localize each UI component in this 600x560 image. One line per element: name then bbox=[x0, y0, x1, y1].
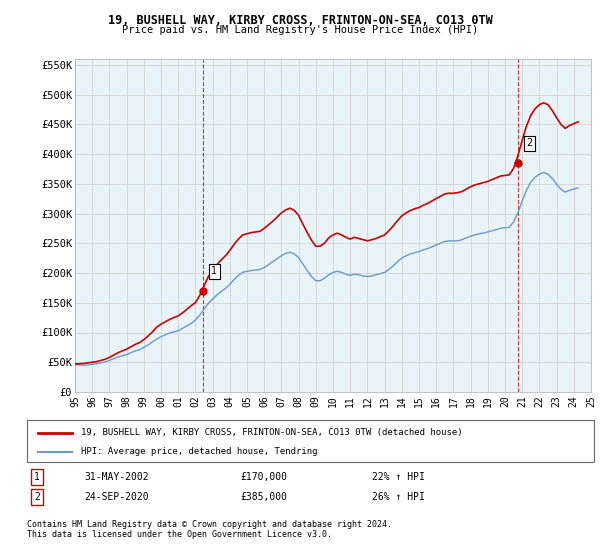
Text: 1: 1 bbox=[211, 266, 217, 276]
FancyBboxPatch shape bbox=[27, 420, 594, 462]
Text: 19, BUSHELL WAY, KIRBY CROSS, FRINTON-ON-SEA, CO13 0TW: 19, BUSHELL WAY, KIRBY CROSS, FRINTON-ON… bbox=[107, 14, 493, 27]
Text: This data is licensed under the Open Government Licence v3.0.: This data is licensed under the Open Gov… bbox=[27, 530, 332, 539]
Text: HPI: Average price, detached house, Tendring: HPI: Average price, detached house, Tend… bbox=[81, 447, 317, 456]
Text: 2: 2 bbox=[34, 492, 40, 502]
Text: £170,000: £170,000 bbox=[240, 472, 287, 482]
Text: 2: 2 bbox=[526, 138, 532, 148]
Text: 24-SEP-2020: 24-SEP-2020 bbox=[84, 492, 149, 502]
Text: 22% ↑ HPI: 22% ↑ HPI bbox=[372, 472, 425, 482]
Text: 31-MAY-2002: 31-MAY-2002 bbox=[84, 472, 149, 482]
Text: 26% ↑ HPI: 26% ↑ HPI bbox=[372, 492, 425, 502]
Text: 19, BUSHELL WAY, KIRBY CROSS, FRINTON-ON-SEA, CO13 0TW (detached house): 19, BUSHELL WAY, KIRBY CROSS, FRINTON-ON… bbox=[81, 428, 463, 437]
Text: Price paid vs. HM Land Registry's House Price Index (HPI): Price paid vs. HM Land Registry's House … bbox=[122, 25, 478, 35]
Text: Contains HM Land Registry data © Crown copyright and database right 2024.: Contains HM Land Registry data © Crown c… bbox=[27, 520, 392, 529]
Text: 1: 1 bbox=[34, 472, 40, 482]
Text: £385,000: £385,000 bbox=[240, 492, 287, 502]
